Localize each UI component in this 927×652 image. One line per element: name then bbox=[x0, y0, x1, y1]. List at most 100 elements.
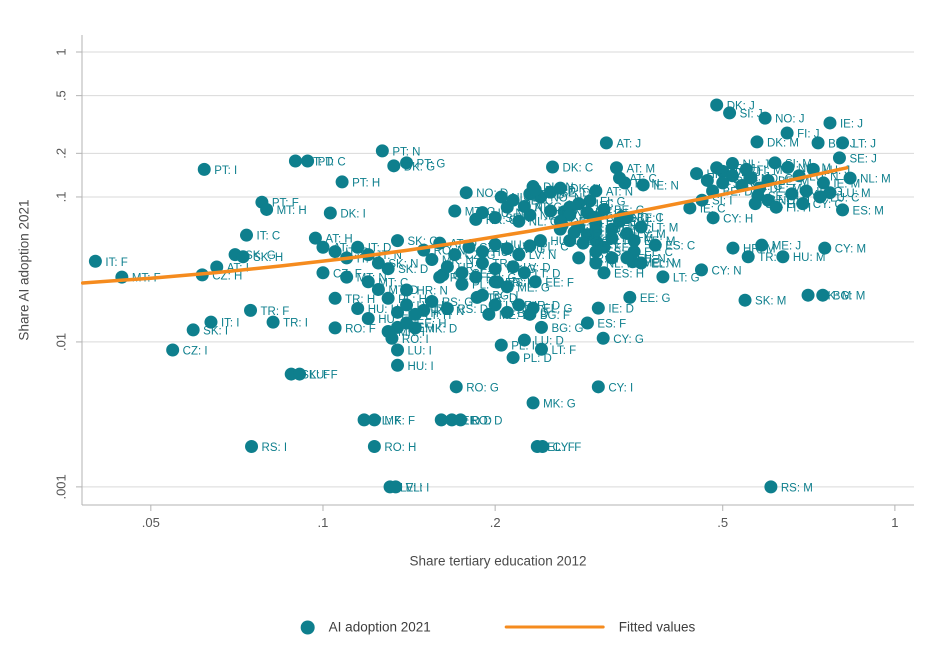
point-label: SK: M bbox=[755, 296, 786, 308]
data-point bbox=[506, 193, 520, 207]
data-point bbox=[589, 224, 603, 238]
data-point bbox=[455, 277, 469, 291]
data-point bbox=[738, 293, 752, 307]
point-label: ES: M bbox=[853, 205, 884, 217]
data-point bbox=[781, 160, 795, 174]
point-label: LU: I bbox=[408, 345, 432, 357]
point-label: RS: D bbox=[457, 304, 488, 316]
y-tick-label: .2 bbox=[53, 148, 68, 159]
data-point bbox=[488, 237, 502, 251]
data-point bbox=[816, 176, 830, 190]
point-label: RS: I bbox=[262, 442, 288, 454]
point-label: AT: C bbox=[630, 174, 657, 186]
data-point bbox=[245, 439, 259, 453]
point-label: LU: D bbox=[534, 336, 563, 348]
data-point bbox=[494, 190, 508, 204]
point-label: MK: D bbox=[425, 323, 457, 335]
point-label: PL: N bbox=[450, 273, 479, 285]
data-point bbox=[769, 200, 783, 214]
data-point bbox=[506, 351, 520, 365]
data-point bbox=[785, 187, 799, 201]
point-label: MT: C bbox=[378, 277, 408, 289]
point-label: CY: H bbox=[723, 213, 753, 225]
data-point bbox=[351, 302, 365, 316]
data-point bbox=[832, 151, 846, 165]
data-point bbox=[517, 199, 531, 213]
point-label: SK: G bbox=[245, 250, 276, 262]
data-point bbox=[434, 413, 448, 427]
data-point bbox=[768, 156, 782, 170]
data-point bbox=[328, 291, 342, 305]
point-label: BE: J bbox=[828, 138, 855, 150]
data-point bbox=[387, 159, 401, 173]
point-label: CZ: I bbox=[183, 345, 208, 357]
data-point bbox=[512, 248, 526, 262]
point-label: LT: J bbox=[853, 138, 876, 150]
data-point bbox=[572, 251, 586, 265]
data-point bbox=[381, 262, 395, 276]
point-label: CY: M bbox=[835, 244, 866, 256]
data-point bbox=[648, 238, 662, 252]
data-point bbox=[433, 270, 447, 284]
data-point bbox=[710, 98, 724, 112]
y-tick-label: .001 bbox=[53, 474, 68, 499]
point-label: RS: M bbox=[781, 482, 813, 494]
legend-label-points: AI adoption 2021 bbox=[328, 619, 431, 635]
point-label: SK: D bbox=[398, 264, 428, 276]
point-label: RS: N bbox=[434, 306, 465, 318]
point-label: IE: C bbox=[700, 203, 726, 215]
data-point bbox=[459, 186, 473, 200]
data-point bbox=[500, 242, 514, 256]
data-point bbox=[599, 136, 613, 150]
point-label: PT: I bbox=[214, 165, 237, 177]
data-point bbox=[197, 162, 211, 176]
data-point bbox=[723, 106, 737, 120]
data-point bbox=[328, 321, 342, 335]
point-label: SE: D bbox=[561, 188, 591, 200]
legend: AI adoption 2021 Fitted values bbox=[300, 619, 695, 635]
point-label: EE: F bbox=[545, 277, 574, 289]
data-point bbox=[596, 331, 610, 345]
data-point bbox=[748, 197, 762, 211]
point-label: LT: M bbox=[651, 223, 678, 235]
point-label: IE: M bbox=[833, 178, 860, 190]
point-label: DK: M bbox=[767, 137, 799, 149]
data-point bbox=[400, 298, 414, 312]
data-point bbox=[340, 270, 354, 284]
point-label: CY: G bbox=[613, 334, 644, 346]
data-point bbox=[328, 245, 342, 259]
point-label: PL: F bbox=[374, 415, 401, 427]
data-point bbox=[526, 396, 540, 410]
point-label: FI: M bbox=[756, 165, 782, 177]
point-label: RO: F bbox=[345, 323, 376, 335]
data-point bbox=[361, 275, 375, 289]
data-point bbox=[589, 184, 603, 198]
point-label: HR: M bbox=[743, 244, 776, 256]
point-label: ES: H bbox=[614, 268, 644, 280]
data-point bbox=[494, 338, 508, 352]
point-label: EL: F bbox=[547, 442, 574, 454]
data-point bbox=[400, 156, 414, 170]
data-point bbox=[517, 333, 531, 347]
point-label: EL: N bbox=[637, 253, 666, 265]
point-label: IT: I bbox=[221, 318, 240, 330]
data-point bbox=[517, 266, 531, 280]
legend-line-marker-icon bbox=[504, 625, 605, 629]
point-label: DE: D bbox=[584, 228, 615, 240]
point-label: IT: C bbox=[257, 231, 281, 243]
data-point bbox=[823, 186, 837, 200]
point-label: PT: G bbox=[417, 158, 446, 170]
data-point bbox=[448, 248, 462, 262]
data-point bbox=[583, 194, 597, 208]
data-point bbox=[634, 220, 648, 234]
point-label: NL: M bbox=[860, 174, 891, 186]
data-point bbox=[488, 262, 502, 276]
point-label: SE: J bbox=[849, 153, 876, 165]
data-point bbox=[811, 136, 825, 150]
data-point bbox=[371, 256, 385, 270]
data-point bbox=[462, 240, 476, 254]
point-label: EE: D bbox=[462, 415, 492, 427]
point-label: SI: J bbox=[740, 108, 763, 120]
x-tick-label: .1 bbox=[318, 515, 329, 530]
data-point bbox=[528, 275, 542, 289]
